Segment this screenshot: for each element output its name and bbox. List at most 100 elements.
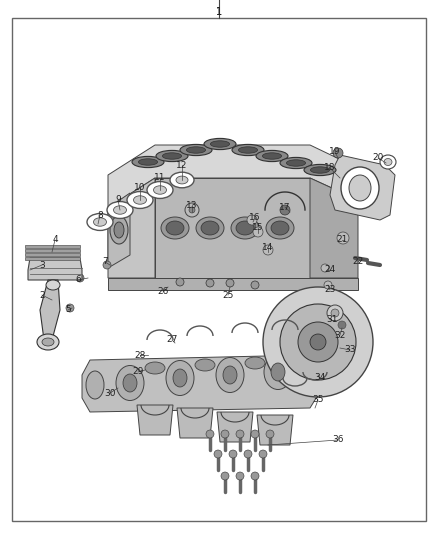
Ellipse shape xyxy=(187,147,205,153)
Circle shape xyxy=(251,281,259,289)
Circle shape xyxy=(263,287,373,397)
Circle shape xyxy=(298,322,338,362)
Ellipse shape xyxy=(116,366,144,400)
Text: 19: 19 xyxy=(329,148,341,157)
Circle shape xyxy=(263,245,273,255)
Polygon shape xyxy=(217,412,253,442)
Polygon shape xyxy=(137,405,173,435)
Text: 17: 17 xyxy=(279,203,291,212)
Ellipse shape xyxy=(123,374,137,392)
Polygon shape xyxy=(108,278,358,290)
Ellipse shape xyxy=(37,334,59,350)
Ellipse shape xyxy=(110,216,128,244)
Ellipse shape xyxy=(195,359,215,371)
Circle shape xyxy=(226,279,234,287)
Text: 6: 6 xyxy=(75,276,81,285)
Circle shape xyxy=(338,321,346,329)
Ellipse shape xyxy=(245,357,265,369)
Ellipse shape xyxy=(162,153,182,159)
Circle shape xyxy=(280,304,356,380)
Ellipse shape xyxy=(349,175,371,201)
Circle shape xyxy=(266,430,274,438)
Text: 24: 24 xyxy=(325,265,336,274)
Text: 3: 3 xyxy=(39,261,45,270)
Text: 21: 21 xyxy=(336,236,348,245)
Ellipse shape xyxy=(166,360,194,395)
Ellipse shape xyxy=(271,363,285,381)
Circle shape xyxy=(247,215,257,225)
Circle shape xyxy=(280,205,290,215)
Text: 12: 12 xyxy=(177,160,188,169)
Ellipse shape xyxy=(380,155,396,169)
Text: 9: 9 xyxy=(115,196,121,205)
Text: 4: 4 xyxy=(52,236,58,245)
Polygon shape xyxy=(108,178,155,278)
Circle shape xyxy=(310,334,326,350)
Text: 33: 33 xyxy=(344,345,356,354)
Circle shape xyxy=(66,304,74,312)
Circle shape xyxy=(206,279,214,287)
Ellipse shape xyxy=(341,167,379,209)
Ellipse shape xyxy=(132,156,164,167)
Circle shape xyxy=(236,472,244,480)
Ellipse shape xyxy=(262,153,282,159)
Ellipse shape xyxy=(145,362,165,374)
Circle shape xyxy=(259,450,267,458)
Circle shape xyxy=(251,472,259,480)
Ellipse shape xyxy=(86,371,104,399)
Circle shape xyxy=(103,261,111,269)
Text: 14: 14 xyxy=(262,244,274,253)
Circle shape xyxy=(221,472,229,480)
Ellipse shape xyxy=(46,280,60,290)
Text: 10: 10 xyxy=(134,183,146,192)
Text: 5: 5 xyxy=(65,305,71,314)
Ellipse shape xyxy=(264,354,292,390)
Circle shape xyxy=(189,207,195,213)
Text: 23: 23 xyxy=(324,286,336,295)
Ellipse shape xyxy=(280,157,312,168)
Bar xyxy=(25,249,80,252)
Ellipse shape xyxy=(266,217,294,239)
Ellipse shape xyxy=(204,139,236,150)
Bar xyxy=(25,253,80,256)
Bar xyxy=(25,245,80,248)
Circle shape xyxy=(321,264,329,272)
Text: 28: 28 xyxy=(134,351,146,359)
Ellipse shape xyxy=(236,221,254,235)
Circle shape xyxy=(221,430,229,438)
Polygon shape xyxy=(177,408,213,438)
Text: 22: 22 xyxy=(353,257,364,266)
Text: 31: 31 xyxy=(326,316,338,325)
Ellipse shape xyxy=(384,158,392,166)
Polygon shape xyxy=(108,193,130,268)
Ellipse shape xyxy=(286,160,306,166)
Text: 13: 13 xyxy=(186,200,198,209)
Ellipse shape xyxy=(238,147,258,153)
Ellipse shape xyxy=(173,369,187,387)
Ellipse shape xyxy=(156,150,188,161)
Text: 36: 36 xyxy=(332,435,344,445)
Text: 26: 26 xyxy=(157,287,169,296)
Circle shape xyxy=(185,203,199,217)
Circle shape xyxy=(327,305,343,321)
Polygon shape xyxy=(257,415,293,445)
Ellipse shape xyxy=(114,222,124,238)
Ellipse shape xyxy=(42,338,54,346)
Ellipse shape xyxy=(256,150,288,161)
Ellipse shape xyxy=(232,144,264,156)
Ellipse shape xyxy=(161,217,189,239)
Text: 11: 11 xyxy=(154,174,166,182)
Ellipse shape xyxy=(138,159,158,165)
Circle shape xyxy=(236,430,244,438)
Circle shape xyxy=(324,281,332,289)
Circle shape xyxy=(253,227,263,237)
Text: 30: 30 xyxy=(104,389,116,398)
Ellipse shape xyxy=(180,144,212,156)
Ellipse shape xyxy=(201,221,219,235)
Text: 2: 2 xyxy=(39,290,45,300)
Polygon shape xyxy=(82,355,318,412)
Text: 25: 25 xyxy=(223,290,234,300)
Text: 35: 35 xyxy=(312,395,324,405)
Circle shape xyxy=(251,430,259,438)
Circle shape xyxy=(333,148,343,158)
